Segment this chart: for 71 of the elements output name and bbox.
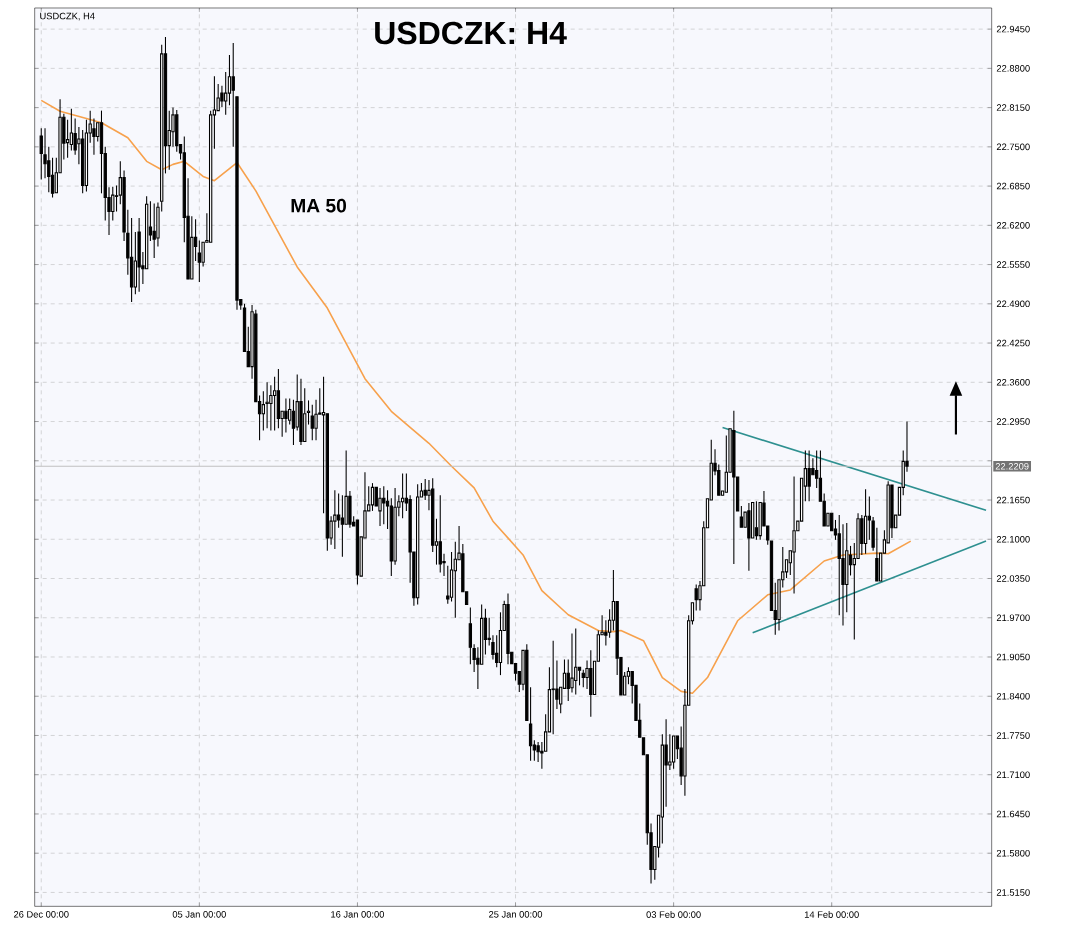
candlestick (845, 522, 849, 613)
chart-subtitle: USDCZK, H4 (40, 12, 95, 21)
y-tick-label: 22.0350 (996, 575, 1030, 582)
candlestick (551, 640, 555, 735)
y-tick-label: 22.8800 (996, 65, 1030, 72)
candlestick (355, 519, 360, 586)
x-tick-label: 25 Jan 00:00 (489, 911, 543, 918)
candlestick (747, 502, 751, 572)
candlestick (506, 593, 510, 665)
y-tick-label: 22.8150 (996, 104, 1030, 111)
y-tick-label: 22.4900 (996, 300, 1030, 308)
y-tick-label: 21.6450 (996, 810, 1030, 818)
candlestick (382, 485, 386, 525)
candlestick (314, 399, 318, 441)
x-tick-label: 05 Jan 00:00 (172, 911, 226, 918)
x-tick-label: 16 Jan 00:00 (331, 911, 385, 918)
y-tick-label: 21.8400 (996, 692, 1030, 700)
candlestick (570, 632, 574, 694)
series-label: MA 50 (291, 198, 347, 213)
candlestick (190, 215, 194, 280)
candlestick (201, 241, 205, 267)
candlestick (92, 117, 96, 156)
y-tick-label: 22.9450 (996, 25, 1030, 33)
x-tick-label: 14 Feb 00:00 (804, 911, 859, 918)
ref-line-label: 22.2209 (995, 462, 1029, 470)
y-tick-label: 22.3600 (996, 379, 1030, 386)
y-tick-label: 22.5550 (996, 261, 1030, 268)
candlestick (837, 514, 841, 616)
candlestick (841, 523, 845, 627)
y-tick-label: 22.4250 (996, 339, 1030, 347)
y-tick-label: 21.7100 (996, 771, 1030, 779)
candlestick (171, 107, 175, 148)
candlestick (137, 217, 141, 293)
chart-title: USDCZK: H4 (375, 21, 567, 45)
y-tick-label: 22.6850 (996, 182, 1030, 190)
candlestick (668, 733, 672, 771)
candlestick (393, 487, 397, 566)
y-tick-label: 21.9700 (996, 614, 1030, 622)
candlestick (265, 381, 269, 429)
x-tick-label: 26 Dec 00:00 (13, 911, 69, 918)
y-tick-label: 21.5150 (996, 889, 1030, 896)
candlestick (348, 490, 352, 529)
line-series (40, 99, 912, 695)
candlestick (284, 398, 288, 433)
candlestick (604, 619, 608, 647)
candlestick (333, 489, 337, 550)
candlestick (269, 384, 273, 432)
candlestick (220, 85, 224, 108)
candlestick (536, 741, 540, 763)
y-tick-label: 21.9050 (996, 653, 1030, 661)
candlestick (344, 449, 348, 525)
y-tick-label: 21.7750 (996, 732, 1030, 739)
candlestick (491, 634, 495, 660)
y-tick-label: 22.1000 (996, 535, 1030, 543)
candlestick (299, 378, 303, 446)
candlestick (378, 487, 382, 527)
candlestick (479, 603, 484, 665)
candlestick (152, 203, 156, 259)
candlestick (589, 649, 593, 718)
candlestick (156, 201, 160, 248)
y-tick-label: 22.6200 (996, 222, 1030, 229)
candlestick (525, 643, 529, 721)
candlestick (792, 475, 796, 595)
y-tick-label: 21.5800 (996, 849, 1030, 857)
y-tick-label: 22.7500 (996, 143, 1030, 151)
candlestick (732, 410, 736, 565)
y-tick-label: 22.1650 (996, 496, 1030, 504)
x-tick-label: 03 Feb 00:00 (646, 911, 701, 918)
candlestick (43, 127, 47, 179)
y-tick-label: 22.2950 (996, 418, 1030, 425)
candlestick (807, 449, 811, 502)
